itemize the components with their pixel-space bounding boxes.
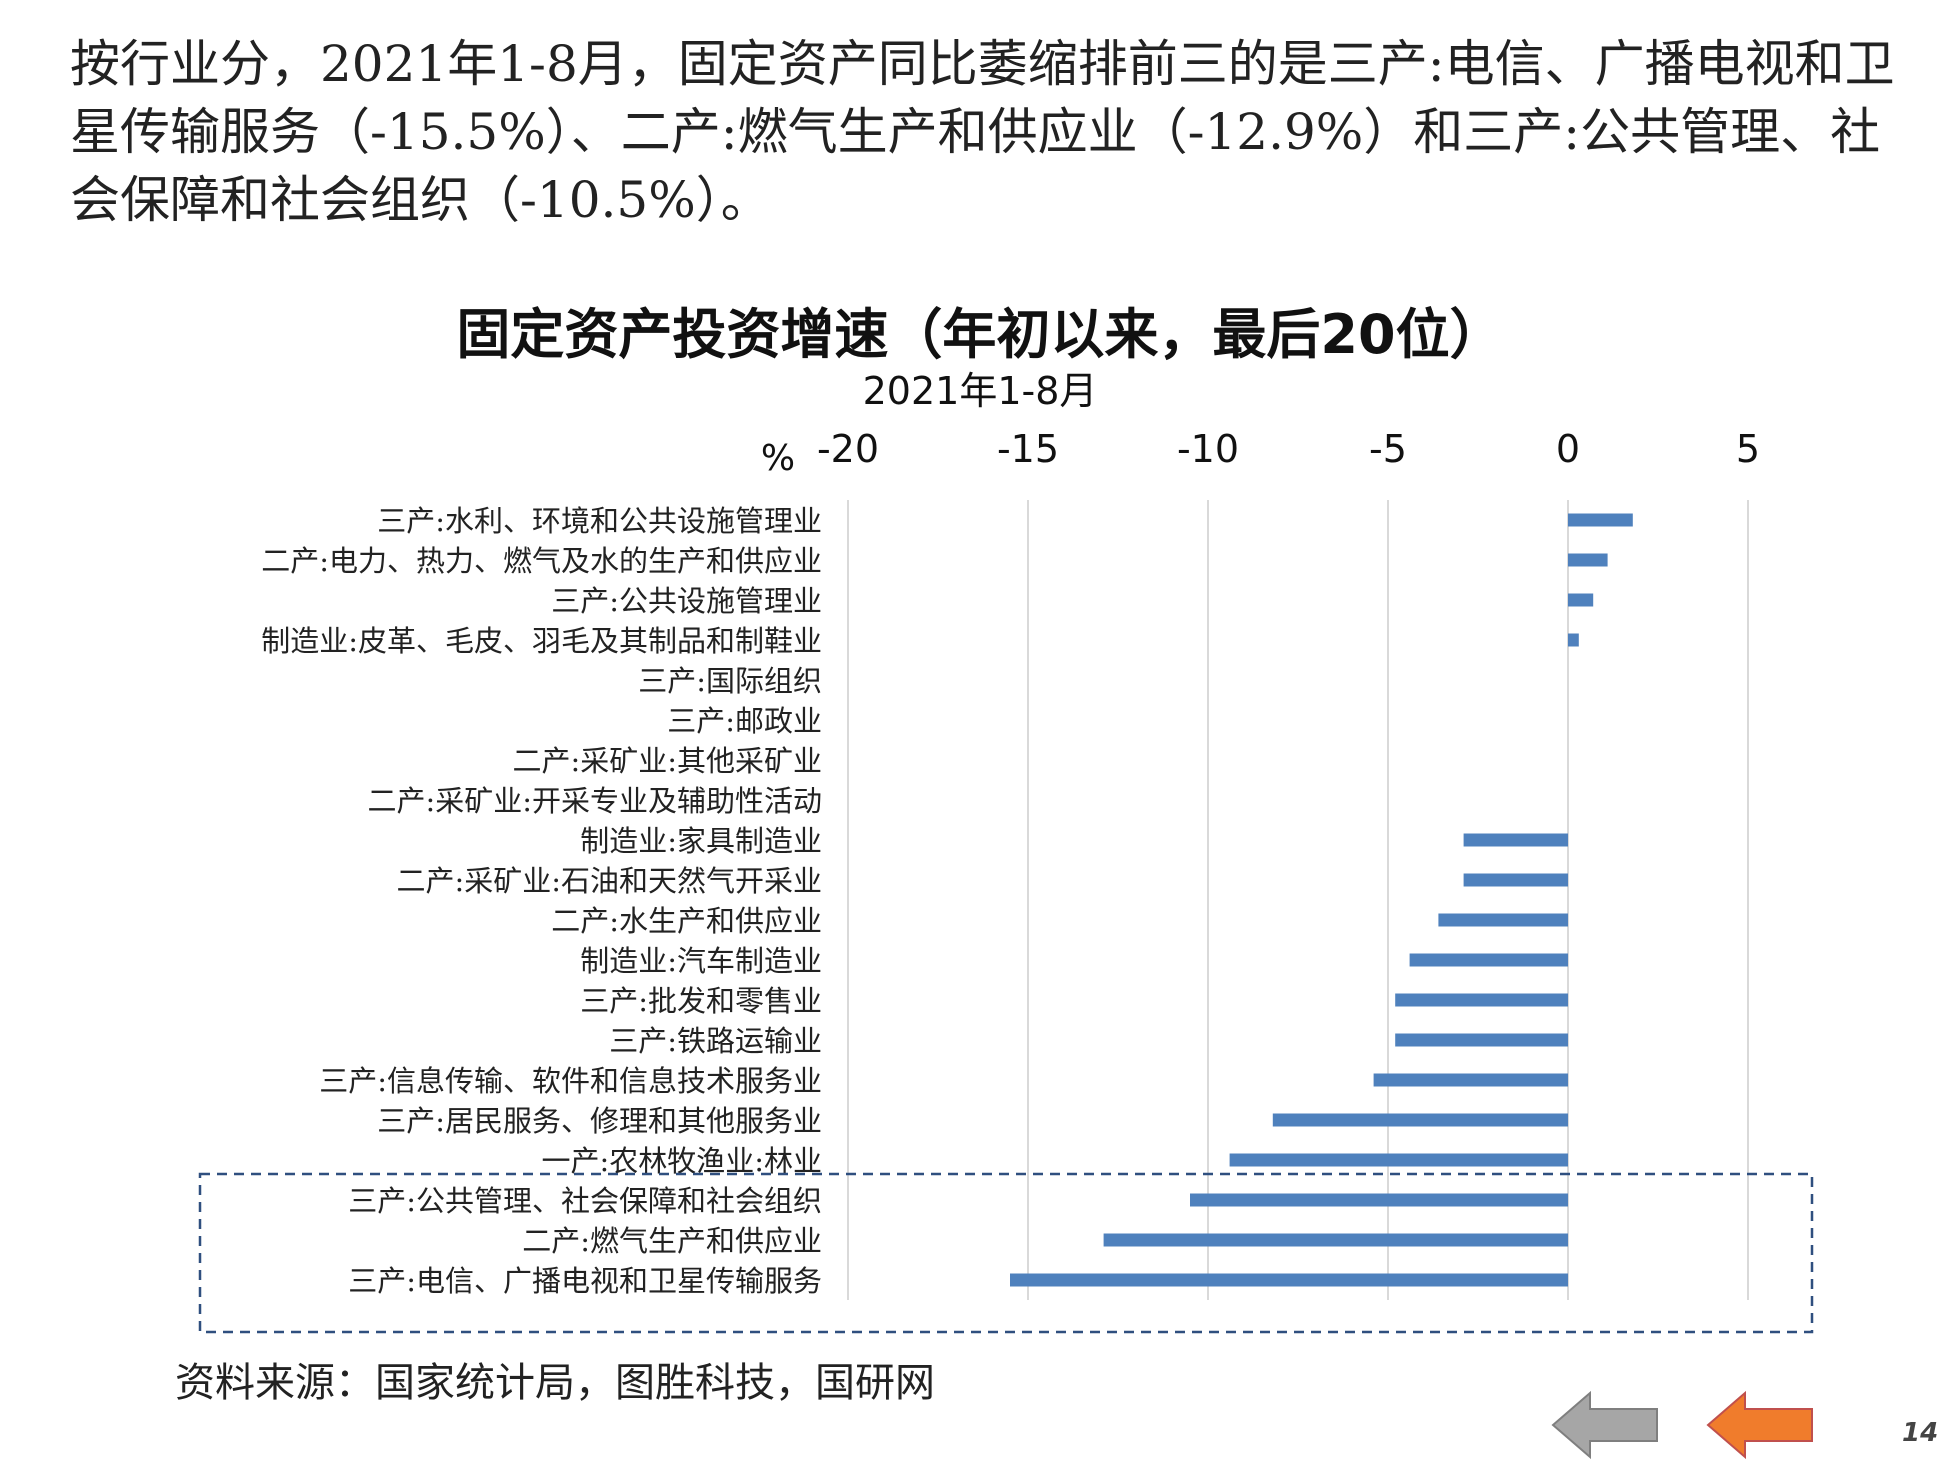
forward-nav-button[interactable]: [1700, 1385, 1830, 1465]
x-tick-label: 0: [1556, 427, 1580, 471]
x-tick-label: 5: [1736, 427, 1760, 471]
category-label: 一产:农林牧渔业:林业: [541, 1144, 822, 1178]
bar: [1463, 873, 1568, 887]
bar: [1395, 1033, 1568, 1047]
category-label: 二产:采矿业:其他采矿业: [512, 744, 822, 778]
bar: [1568, 513, 1633, 527]
back-arrow-icon: [1551, 1390, 1658, 1460]
bar: [1568, 553, 1608, 567]
bar: [1568, 593, 1594, 607]
bar: [1190, 1193, 1568, 1207]
bar: [1438, 913, 1568, 927]
category-labels: 三产:水利、环境和公共设施管理业二产:电力、热力、燃气及水的生产和供应业三产:公…: [261, 504, 822, 1298]
source-note: 资料来源：国家统计局，图胜科技，国研网: [175, 1360, 935, 1406]
x-tick-label: -5: [1369, 427, 1407, 471]
highlight-box: [198, 1172, 1814, 1334]
bar: [1373, 1073, 1568, 1087]
category-label: 制造业:汽车制造业: [580, 944, 822, 978]
category-label: 二产:燃气生产和供应业: [522, 1224, 822, 1258]
page-number: 14: [1902, 1418, 1939, 1448]
bar: [1409, 953, 1568, 967]
x-axis-ticks: -20 -15 -10 -5 0 5: [817, 427, 1760, 471]
category-label: 二产:水生产和供应业: [551, 904, 822, 938]
category-label: 三产:电信、广播电视和卫星传输服务: [348, 1264, 822, 1298]
category-label: 三产:居民服务、修理和其他服务业: [377, 1104, 822, 1138]
bar: [1463, 833, 1568, 847]
category-label: 三产:信息传输、软件和信息技术服务业: [319, 1064, 822, 1098]
forward-arrow-icon: [1706, 1390, 1813, 1460]
category-label: 三产:国际组织: [638, 664, 822, 698]
slide-description: 按行业分，2021年1-8月，固定资产同比萎缩排前三的是三产:电信、广播电视和卫…: [70, 35, 1895, 229]
category-label: 三产:公共管理、社会保障和社会组织: [348, 1184, 822, 1218]
bar: [1229, 1153, 1568, 1167]
category-label: 二产:采矿业:石油和天然气开采业: [396, 864, 822, 898]
bars: [1010, 513, 1633, 1287]
unit-label: %: [761, 438, 795, 479]
category-label: 制造业:家具制造业: [580, 824, 822, 858]
chart-subtitle: 2021年1-8月: [862, 369, 1098, 413]
bar: [1272, 1113, 1568, 1127]
bar: [1103, 1233, 1568, 1247]
bar: [1010, 1273, 1568, 1287]
category-label: 三产:铁路运输业: [609, 1024, 822, 1058]
x-tick-label: -10: [1177, 427, 1239, 471]
chart-title: 固定资产投资增速（年初以来，最后20位）: [456, 303, 1504, 366]
category-label: 三产:水利、环境和公共设施管理业: [377, 504, 822, 538]
x-tick-label: -20: [817, 427, 879, 471]
x-tick-label: -15: [997, 427, 1059, 471]
category-label: 三产:公共设施管理业: [551, 584, 822, 618]
bar: [1395, 993, 1568, 1007]
category-label: 二产:采矿业:开采专业及辅助性活动: [367, 784, 822, 818]
back-nav-button[interactable]: [1545, 1385, 1675, 1465]
category-label: 三产:邮政业: [667, 704, 822, 738]
gridlines: [847, 500, 1749, 1300]
category-label: 二产:电力、热力、燃气及水的生产和供应业: [261, 544, 822, 578]
bar: [1568, 633, 1579, 647]
category-label: 制造业:皮革、毛皮、羽毛及其制品和制鞋业: [261, 624, 822, 658]
category-label: 三产:批发和零售业: [580, 984, 822, 1018]
